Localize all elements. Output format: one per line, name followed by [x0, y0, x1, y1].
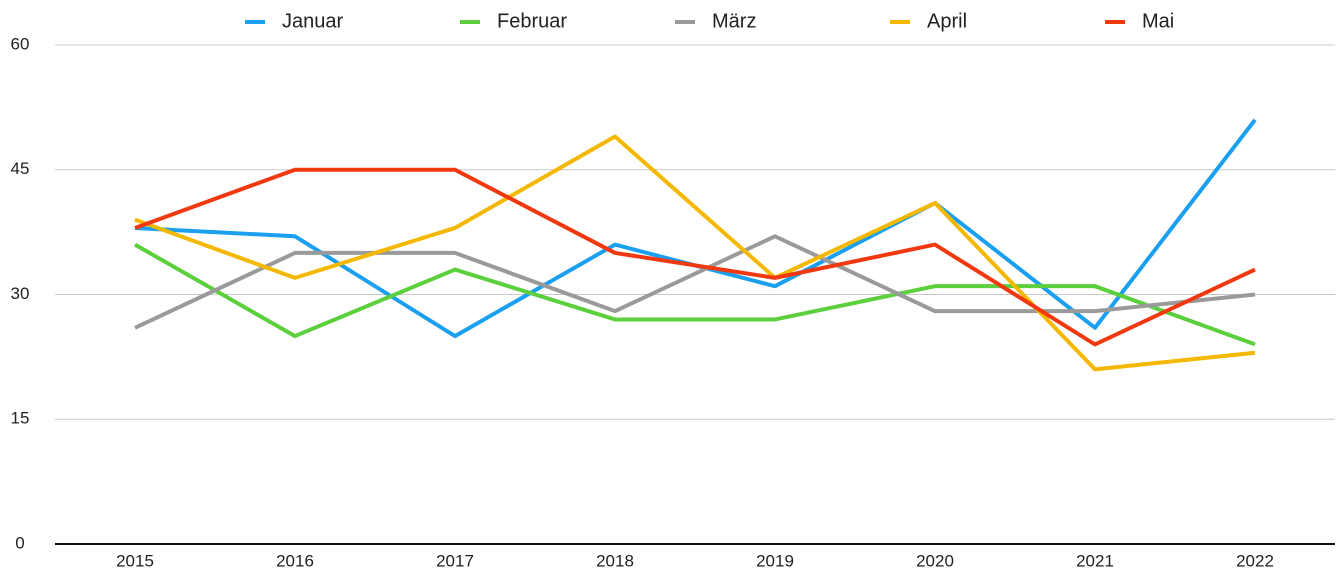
y-tick-label: 0: [15, 533, 24, 552]
legend-label: Mai: [1142, 10, 1174, 32]
x-tick-label: 2015: [116, 551, 154, 570]
y-tick-label: 45: [11, 159, 30, 178]
legend-label: März: [712, 10, 756, 32]
series-line: [134, 234, 1256, 330]
series-line: [134, 134, 1256, 372]
y-tick-label: 60: [11, 34, 30, 53]
x-tick-label: 2019: [756, 551, 794, 570]
y-tick-label: 15: [11, 409, 30, 428]
x-tick-label: 2016: [276, 551, 314, 570]
x-tick-label: 2018: [596, 551, 634, 570]
legend-label: Februar: [497, 10, 567, 32]
series-line: [134, 118, 1257, 339]
x-tick-label: 2022: [1236, 551, 1274, 570]
legend-label: Januar: [282, 10, 343, 32]
y-tick-label: 30: [11, 284, 30, 303]
series-line: [134, 167, 1256, 347]
x-tick-label: 2017: [436, 551, 474, 570]
x-tick-label: 2020: [916, 551, 954, 570]
x-tick-label: 2021: [1076, 551, 1114, 570]
series-line: [134, 242, 1256, 347]
legend-label: April: [927, 10, 967, 32]
